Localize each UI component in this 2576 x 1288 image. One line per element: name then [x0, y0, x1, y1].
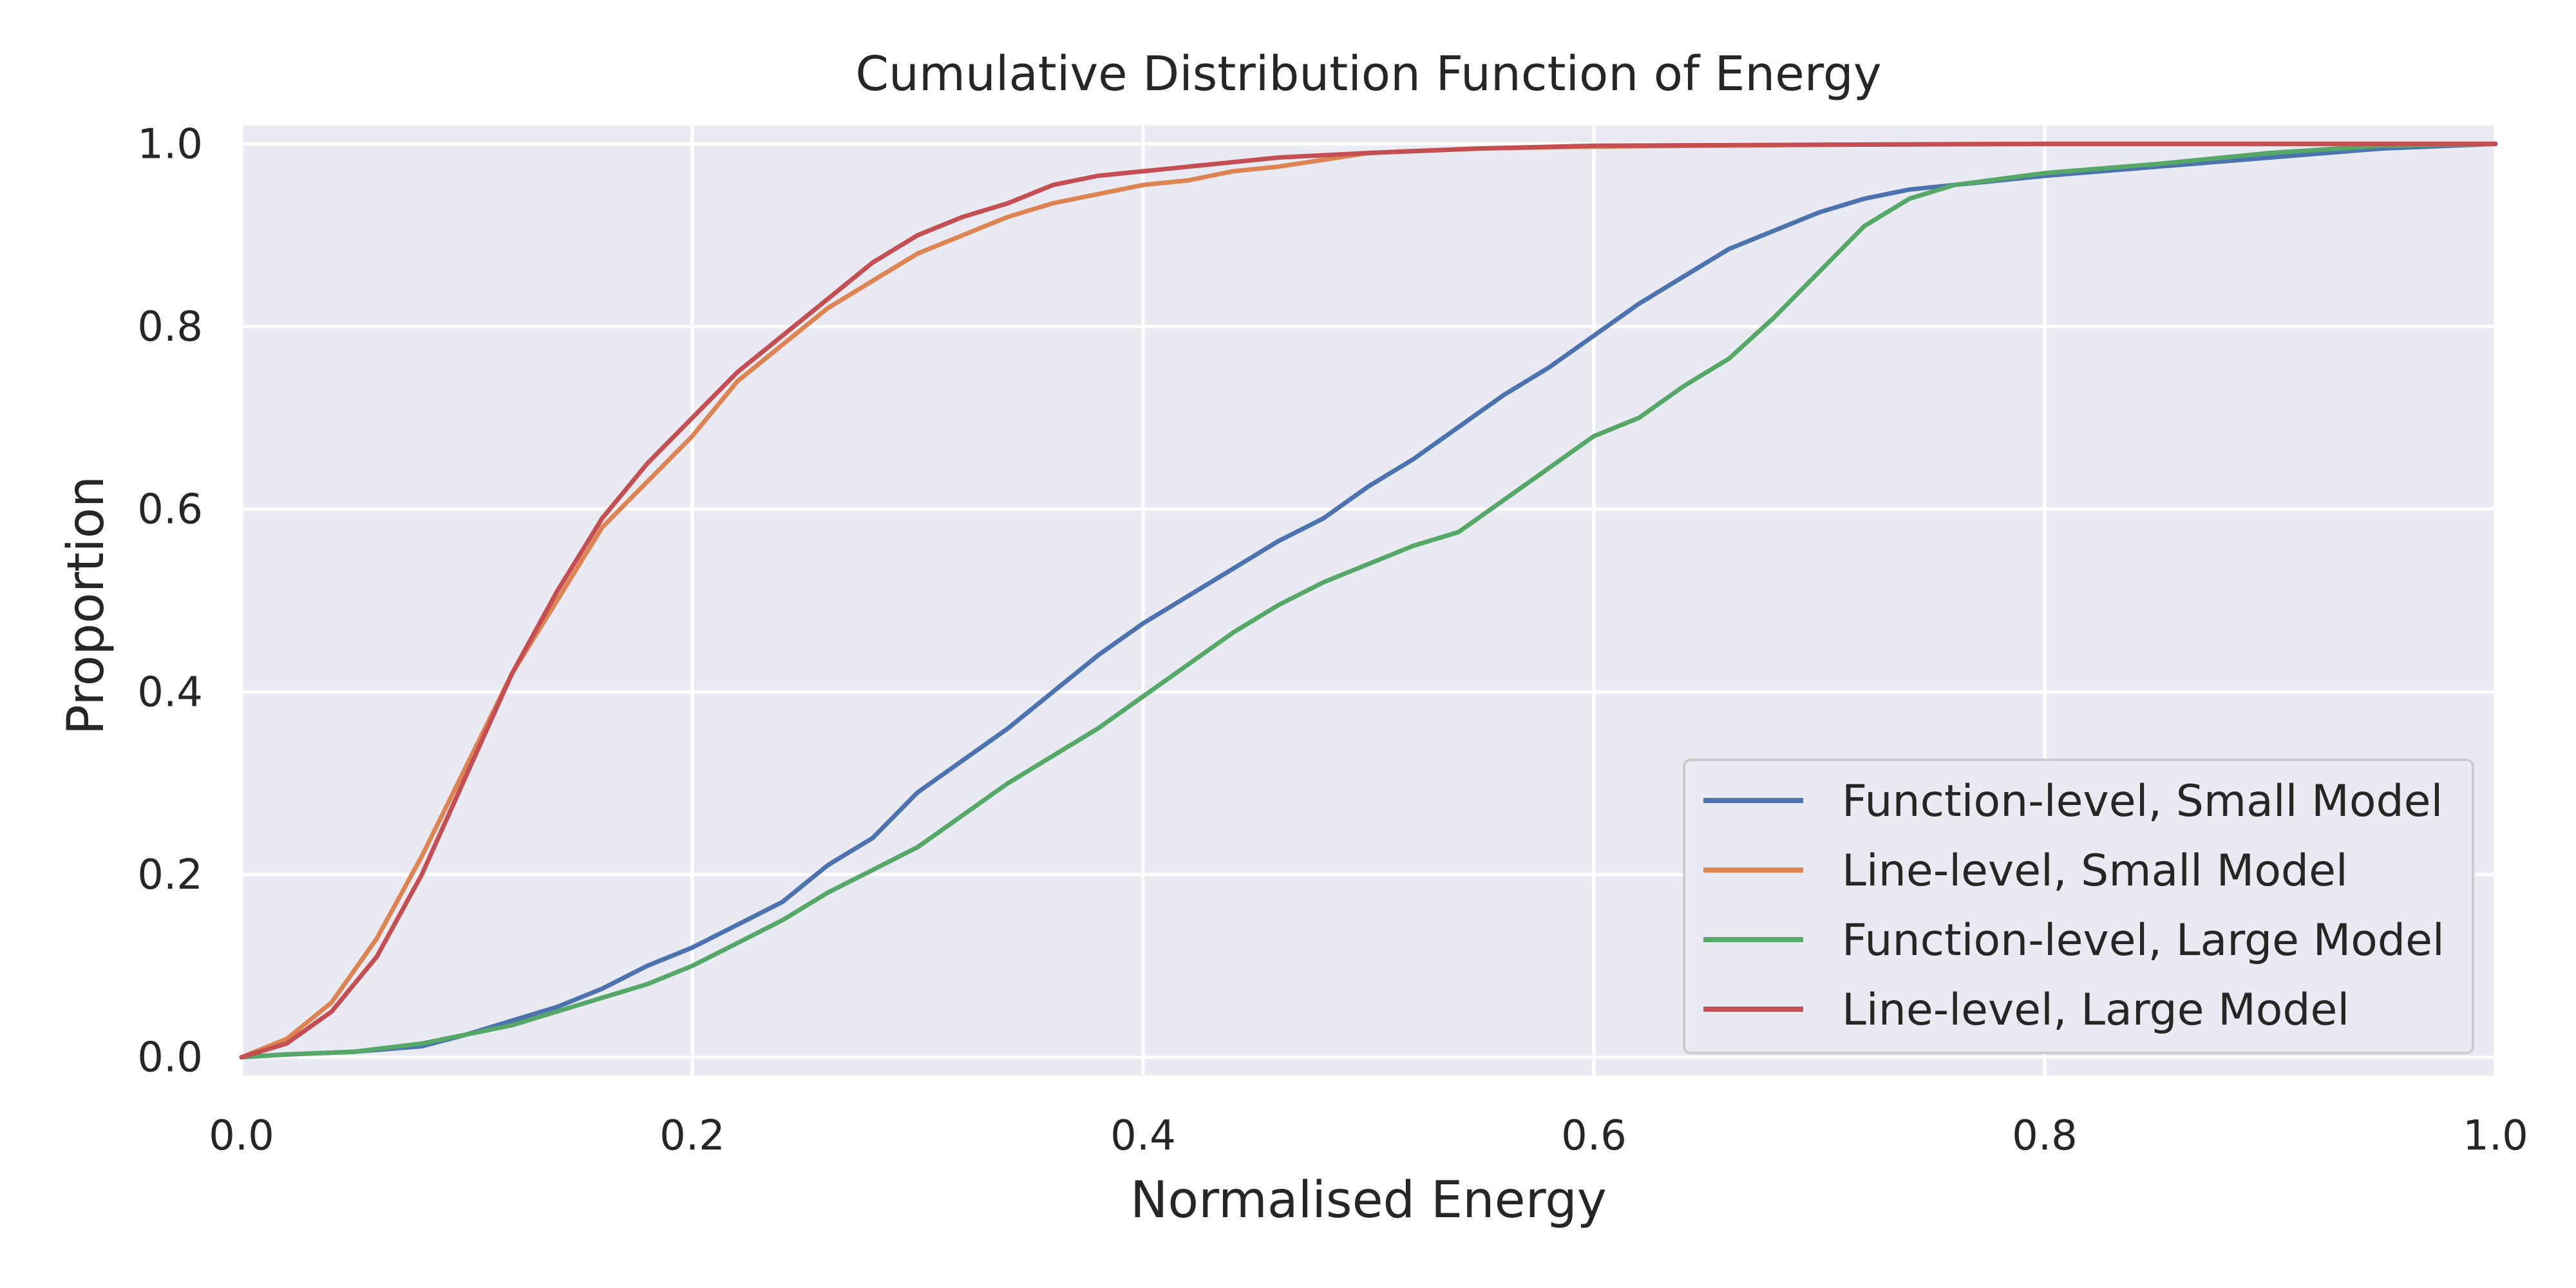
x-axis-ticks: 0.0 0.2 0.4 0.6 0.8 1.0	[209, 1112, 2528, 1160]
legend-items: Function-level, Small Model Line-level, S…	[1703, 776, 2445, 1036]
y-axis-ticks: 0.0 0.2 0.4 0.6 0.8 1.0	[137, 120, 203, 1081]
x-axis-label: Normalised Energy	[1130, 1171, 1607, 1229]
y-tick-label: 0.0	[137, 1034, 203, 1082]
y-tick-label: 0.4	[137, 668, 203, 716]
legend-label: Function-level, Small Model	[1842, 776, 2443, 827]
series-line-3	[239, 141, 2498, 1060]
x-tick-label: 0.2	[659, 1112, 725, 1160]
legend: Function-level, Small Model Line-level, S…	[1683, 759, 2474, 1054]
y-tick-label: 0.8	[137, 303, 203, 351]
legend-label: Line-level, Small Model	[1842, 846, 2348, 896]
x-tick-label: 0.6	[1561, 1112, 1627, 1160]
legend-box	[1683, 759, 2474, 1054]
x-tick-label: 1.0	[2463, 1112, 2528, 1160]
series-line-4	[239, 141, 2498, 1060]
y-tick-label: 1.0	[137, 120, 203, 168]
x-tick-label: 0.4	[1110, 1112, 1176, 1160]
legend-label: Line-level, Large Model	[1842, 985, 2349, 1036]
series-lines	[239, 141, 2498, 1060]
y-tick-label: 0.6	[137, 486, 203, 534]
x-tick-label: 0.0	[209, 1112, 274, 1160]
y-axis-label: Proportion	[57, 476, 115, 735]
y-tick-label: 0.2	[137, 851, 203, 899]
chart-title: Cumulative Distribution Function of Ener…	[855, 46, 1881, 102]
legend-label: Function-level, Large Model	[1842, 915, 2445, 966]
series-line-1	[239, 141, 2498, 1060]
x-tick-label: 0.8	[2012, 1112, 2078, 1160]
